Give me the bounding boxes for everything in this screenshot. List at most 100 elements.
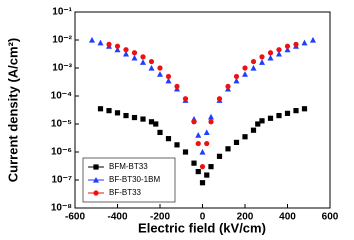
data-point — [140, 59, 146, 65]
data-point — [259, 118, 265, 124]
data-point — [89, 36, 95, 43]
y-tick-label: 10⁻⁴ — [51, 91, 72, 102]
x-tick-label: -200 — [150, 212, 170, 223]
x-tick-label: -600 — [65, 212, 85, 223]
y-tick-label: 10⁻⁷ — [51, 175, 72, 186]
x-tick-label: 600 — [322, 212, 339, 223]
x-tick-label: 200 — [237, 212, 254, 223]
legend-label: BFM-BT33 — [109, 162, 148, 171]
data-point — [310, 36, 316, 43]
data-point — [114, 43, 121, 49]
data-point — [225, 146, 231, 152]
data-point — [174, 83, 180, 90]
data-point — [157, 129, 163, 136]
data-point — [250, 64, 257, 71]
data-point — [203, 129, 210, 136]
data-point — [267, 115, 274, 121]
data-point — [174, 142, 180, 148]
data-point — [242, 65, 248, 71]
data-point — [208, 164, 214, 170]
data-point — [153, 121, 159, 127]
data-point — [165, 73, 172, 80]
data-point — [131, 114, 138, 121]
data-point — [250, 127, 257, 133]
data-point — [148, 119, 155, 125]
y-tick-label: 10⁻³ — [52, 63, 72, 74]
data-point — [204, 140, 210, 147]
x-tick-label: -400 — [107, 212, 127, 223]
data-point — [276, 112, 282, 119]
data-point — [250, 58, 257, 65]
data-point — [199, 148, 206, 155]
data-point — [255, 121, 261, 127]
legend-label: BF-BT30-1BM — [109, 175, 160, 184]
data-point — [191, 160, 197, 166]
data-point — [114, 46, 121, 53]
y-tick-label: 10⁻⁸ — [51, 203, 72, 214]
y-tick-label: 10⁻⁵ — [51, 119, 72, 130]
y-tick-label: 10⁻⁶ — [51, 147, 72, 158]
data-point — [301, 39, 308, 46]
data-point — [114, 110, 121, 116]
data-point — [204, 172, 210, 178]
data-point — [182, 96, 189, 102]
data-point — [195, 140, 201, 147]
x-tick-label: 0 — [200, 212, 206, 223]
x-tick-label: 400 — [279, 212, 296, 223]
data-point — [157, 65, 163, 71]
data-point — [233, 73, 240, 80]
data-point — [259, 59, 265, 65]
legend-marker — [93, 190, 99, 196]
data-point — [191, 119, 197, 125]
y-tick-label: 10⁻² — [52, 35, 72, 46]
data-point — [242, 71, 248, 77]
data-point — [267, 50, 274, 56]
data-point — [195, 132, 202, 138]
data-point — [259, 54, 265, 60]
data-point — [140, 54, 146, 60]
data-point — [216, 153, 223, 159]
data-point — [148, 64, 155, 71]
data-point — [284, 46, 291, 53]
data-point — [199, 164, 206, 170]
data-point — [106, 108, 112, 114]
data-point — [301, 106, 308, 112]
data-point — [233, 139, 240, 146]
data-point — [216, 96, 223, 102]
data-point — [293, 108, 299, 114]
legend-marker — [93, 164, 99, 170]
data-point — [131, 54, 138, 61]
data-point — [199, 180, 206, 186]
data-point — [123, 47, 129, 53]
data-point — [195, 168, 201, 175]
data-point — [97, 39, 104, 46]
data-point — [284, 43, 291, 49]
data-point — [131, 50, 138, 56]
data-point — [233, 77, 240, 84]
data-point — [208, 119, 214, 125]
x-axis-title: Electric field (kV/cm) — [138, 220, 266, 235]
data-point — [225, 83, 231, 90]
data-point — [293, 41, 299, 47]
data-point — [165, 77, 172, 84]
data-point — [267, 54, 274, 61]
y-tick-label: 10⁻¹ — [52, 7, 72, 18]
data-point — [123, 112, 129, 119]
data-point — [157, 71, 163, 77]
data-point — [97, 106, 104, 112]
legend-label: BF-BT33 — [109, 188, 142, 197]
data-point — [123, 50, 129, 57]
data-point — [165, 136, 172, 142]
data-point — [148, 58, 155, 65]
data-point — [208, 113, 214, 120]
data-point — [140, 116, 146, 122]
legend-marker — [93, 176, 99, 183]
data-point — [284, 110, 291, 116]
data-point — [276, 47, 282, 53]
data-point — [182, 149, 189, 155]
data-point — [106, 41, 112, 47]
data-point — [242, 134, 248, 140]
y-axis-title: Current density (A/cm²) — [5, 38, 20, 182]
data-point — [276, 50, 282, 57]
